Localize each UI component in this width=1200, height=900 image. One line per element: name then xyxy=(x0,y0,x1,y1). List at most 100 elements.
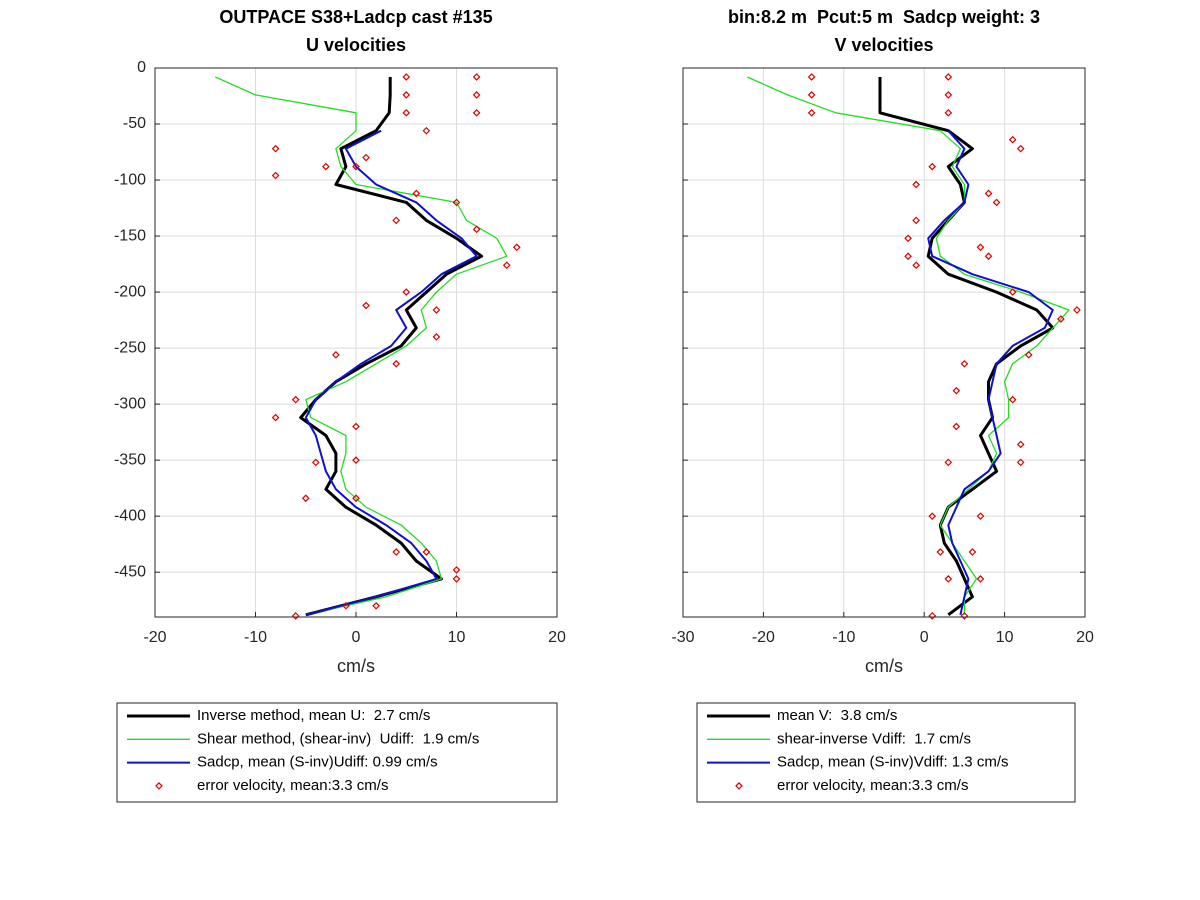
legend: Inverse method, mean U: 2.7 cm/s Shear me… xyxy=(116,702,558,803)
error-point xyxy=(362,301,370,310)
error-point xyxy=(362,153,370,162)
error-point xyxy=(960,612,969,620)
error-point xyxy=(1016,440,1025,449)
error-point xyxy=(512,243,521,252)
error-point xyxy=(392,548,401,556)
error-point xyxy=(807,73,816,81)
error-point xyxy=(452,566,461,574)
error-point xyxy=(402,108,411,117)
error-point xyxy=(944,91,953,99)
legend-label: mean V: 3.8 cm/s xyxy=(777,707,897,724)
legend-label: error velocity, mean:3.3 cm/s xyxy=(777,777,968,794)
x-tick-label: 20 xyxy=(548,629,566,646)
error-point xyxy=(960,359,969,368)
error-point xyxy=(1008,395,1017,404)
chart-title: U velocities xyxy=(306,35,406,55)
error-point xyxy=(1016,458,1025,467)
error-point xyxy=(502,261,511,270)
error-point xyxy=(904,234,912,243)
y-tick-label: -450 xyxy=(114,563,146,580)
legend: mean V: 3.8 cm/s shear-inverse Vdiff: 1.7… xyxy=(696,702,1076,803)
panel: OUTPACE S38+Ladcp cast #135 U velocities -… xyxy=(114,7,566,676)
error-point xyxy=(984,252,993,261)
error-point xyxy=(402,73,411,81)
profile-line xyxy=(215,76,508,616)
error-point xyxy=(807,91,816,99)
error-point xyxy=(322,162,330,171)
y-tick-label: 0 xyxy=(137,59,146,76)
y-tick-label: -100 xyxy=(114,171,146,188)
error-point xyxy=(944,108,953,117)
error-point xyxy=(912,180,921,189)
error-point xyxy=(271,144,280,153)
error-point xyxy=(1008,288,1017,296)
error-point xyxy=(392,359,401,368)
error-point xyxy=(291,612,300,620)
error-point xyxy=(432,306,441,314)
x-tick-label: -10 xyxy=(832,629,855,646)
error-point xyxy=(1057,315,1065,323)
legend-label: shear-inverse Vdiff: 1.7 cm/s xyxy=(777,730,971,747)
error-point xyxy=(452,198,461,207)
error-point xyxy=(352,456,360,464)
error-point xyxy=(912,261,921,270)
y-tick-label: -250 xyxy=(114,339,146,356)
error-point xyxy=(984,189,993,198)
axes-box xyxy=(154,67,558,618)
legend-marker xyxy=(155,782,163,790)
error-point xyxy=(422,548,431,556)
error-point xyxy=(976,575,985,583)
y-tick-label: -200 xyxy=(114,283,146,300)
y-tick-label: -400 xyxy=(114,507,146,524)
y-tick-label: -150 xyxy=(114,227,146,244)
x-tick-label: 0 xyxy=(920,629,929,646)
legend-label: Sadcp, mean (S-inv)Vdiff: 1.3 cm/s xyxy=(777,754,1008,771)
error-point xyxy=(311,458,320,467)
error-point xyxy=(807,108,816,117)
error-point xyxy=(952,386,961,395)
chart-title: V velocities xyxy=(834,35,933,55)
legend-marker xyxy=(735,782,743,790)
x-tick-label: -10 xyxy=(244,629,267,646)
error-point xyxy=(1008,135,1017,144)
error-point xyxy=(352,162,360,171)
error-point xyxy=(271,171,280,180)
error-point xyxy=(952,422,961,431)
legend-label: Shear method, (shear-inv) Udiff: 1.9 cm/… xyxy=(197,730,479,747)
error-point xyxy=(372,601,380,610)
error-point xyxy=(452,575,461,583)
x-axis-label: cm/s xyxy=(865,656,903,676)
error-point xyxy=(904,252,912,261)
error-point xyxy=(301,494,310,503)
error-point xyxy=(342,601,350,610)
legend-label: Sadcp, mean (S-inv)Udiff: 0.99 cm/s xyxy=(197,754,438,771)
y-tick-label: -50 xyxy=(123,115,146,132)
profile-line xyxy=(304,129,478,616)
error-point xyxy=(402,91,411,99)
legend-label: Inverse method, mean U: 2.7 cm/s xyxy=(197,707,430,724)
profile-line xyxy=(927,130,1054,616)
error-point xyxy=(976,243,985,252)
error-point xyxy=(332,350,340,359)
error-point xyxy=(944,575,953,583)
error-point xyxy=(291,395,300,404)
x-tick-label: 20 xyxy=(1076,629,1094,646)
error-point xyxy=(936,548,945,556)
x-tick-label: 10 xyxy=(996,629,1014,646)
error-point xyxy=(912,216,921,225)
x-axis-label: cm/s xyxy=(337,656,375,676)
x-tick-label: 10 xyxy=(448,629,466,646)
error-point xyxy=(392,216,401,225)
x-tick-label: -20 xyxy=(143,629,166,646)
legend-box xyxy=(116,702,558,803)
error-point xyxy=(422,126,431,135)
error-point xyxy=(968,548,977,556)
error-point xyxy=(992,198,1001,207)
error-point xyxy=(928,612,937,620)
error-point xyxy=(976,512,985,521)
x-tick-label: -30 xyxy=(671,629,694,646)
chart-title: bin:8.2 m Pcut:5 m Sadcp weight: 3 xyxy=(728,7,1040,27)
error-point xyxy=(352,494,360,503)
error-point xyxy=(1016,144,1025,153)
